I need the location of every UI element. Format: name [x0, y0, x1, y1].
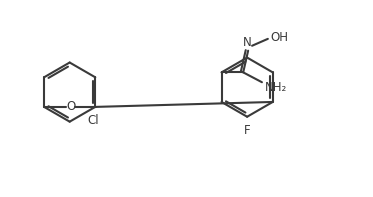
Text: NH₂: NH₂ [265, 81, 287, 94]
Text: F: F [244, 124, 250, 137]
Text: OH: OH [271, 31, 289, 44]
Text: Cl: Cl [88, 114, 99, 127]
Text: N: N [243, 36, 251, 49]
Text: O: O [67, 100, 76, 113]
